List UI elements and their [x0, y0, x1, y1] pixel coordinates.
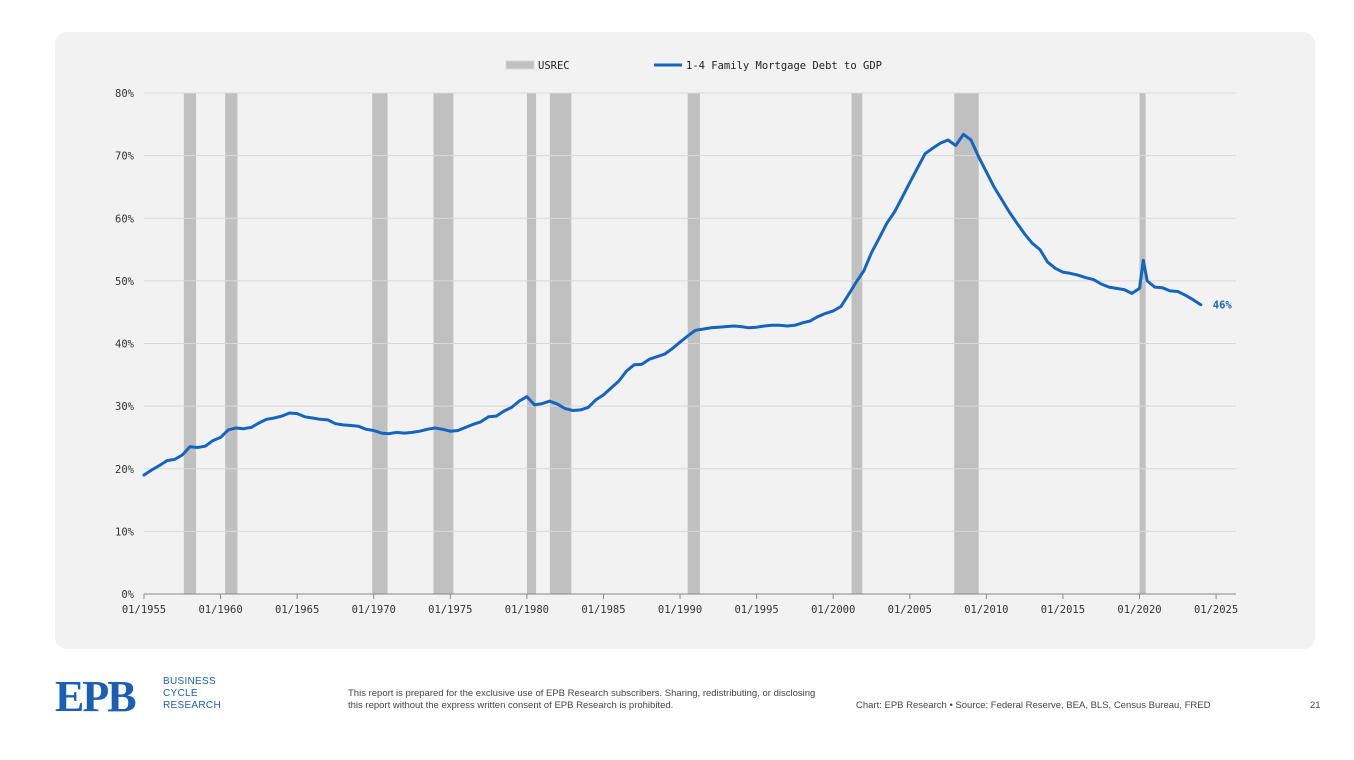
- series-end-label-0: 46%: [1213, 300, 1233, 312]
- x-tick-label-2: 01/1965: [275, 604, 319, 616]
- series-line-0: [142, 132, 1203, 477]
- y-tick-label-3: 30%: [115, 401, 135, 413]
- chart: 0% 10% 20% 30% 40% 50% 60% 70% 80% 01/1955 01/1960…: [115, 60, 1238, 616]
- y-tick-label-5: 50%: [115, 276, 135, 288]
- series-layer: 46%: [142, 132, 1233, 477]
- legend-recession-label: USREC: [538, 60, 570, 72]
- y-tick-label-2: 20%: [115, 464, 135, 476]
- page-number: 21: [1310, 700, 1321, 711]
- x-tick-label-7: 01/1990: [658, 604, 702, 616]
- disclaimer-text: This report is prepared for the exclusiv…: [348, 688, 816, 711]
- brand-line-3: RESEARCH: [163, 700, 221, 711]
- x-tick-label-10: 01/2005: [888, 604, 932, 616]
- x-tick-label-9: 01/2000: [811, 604, 855, 616]
- x-tick-label-5: 01/1980: [505, 604, 549, 616]
- x-tick-label-3: 01/1970: [352, 604, 396, 616]
- x-tick-label-6: 01/1985: [581, 604, 625, 616]
- brand-line-1: BUSINESS: [163, 676, 216, 687]
- y-tick-label-7: 70%: [115, 151, 135, 163]
- legend: USREC 1-4 Family Mortgage Debt to GDP: [505, 60, 882, 72]
- x-tick-label-12: 01/2015: [1041, 604, 1085, 616]
- y-tick-label-0: 0%: [121, 589, 134, 601]
- x-tick-label-14: 01/2025: [1194, 604, 1238, 616]
- brand-line-2: CYCLE: [163, 688, 198, 699]
- brand-name: BUSINESS CYCLE RESEARCH: [163, 676, 221, 712]
- footer: EPB BUSINESS CYCLE RESEARCH This report …: [0, 660, 1354, 760]
- y-tick-label-8: 80%: [115, 88, 135, 100]
- x-tick-label-1: 01/1960: [198, 604, 242, 616]
- x-tick-label-8: 01/1995: [734, 604, 778, 616]
- y-tick-label-6: 60%: [115, 213, 135, 225]
- chart-panel: [55, 32, 1315, 649]
- y-tick-label-1: 10%: [115, 526, 135, 538]
- x-tick-label-13: 01/2020: [1117, 604, 1161, 616]
- svg-text:EPB: EPB: [55, 676, 136, 716]
- legend-recession-swatch: [505, 60, 535, 70]
- x-tick-label-11: 01/2010: [964, 604, 1008, 616]
- source-text: Chart: EPB Research • Source: Federal Re…: [856, 700, 1211, 711]
- y-tick-label-4: 40%: [115, 339, 135, 351]
- epb-logo-icon: EPB: [55, 676, 138, 716]
- gridlines: [144, 92, 1236, 532]
- axes: 0% 10% 20% 30% 40% 50% 60% 70% 80% 01/1955 01/1960…: [115, 88, 1238, 616]
- legend-series-label: 1-4 Family Mortgage Debt to GDP: [686, 60, 882, 72]
- x-tick-label-4: 01/1975: [428, 604, 472, 616]
- x-tick-label-0: 01/1955: [122, 604, 166, 616]
